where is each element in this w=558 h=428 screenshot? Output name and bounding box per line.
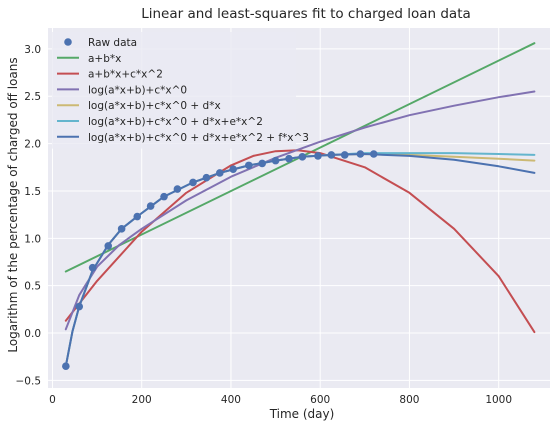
raw-data-point bbox=[189, 178, 197, 187]
y-tick-label: 0.0 bbox=[24, 328, 41, 340]
x-tick-label: 400 bbox=[221, 394, 241, 406]
x-tick-label: 800 bbox=[399, 394, 419, 406]
legend-entry: Raw data bbox=[88, 37, 137, 49]
raw-data-point bbox=[202, 173, 211, 182]
raw-data-point bbox=[62, 362, 70, 371]
x-tick-label: 600 bbox=[310, 394, 330, 406]
raw-data-point bbox=[340, 151, 349, 159]
raw-data-point bbox=[245, 161, 253, 170]
legend-box bbox=[52, 32, 296, 149]
raw-data-point bbox=[271, 156, 280, 165]
x-tick-label: 1000 bbox=[485, 394, 512, 406]
raw-data-point bbox=[173, 185, 182, 193]
x-tick-label: 0 bbox=[49, 394, 56, 406]
y-tick-label: 1.5 bbox=[24, 186, 41, 198]
raw-data-point bbox=[298, 153, 307, 161]
raw-data-point bbox=[133, 212, 142, 221]
raw-data-point bbox=[117, 225, 126, 233]
legend-entry: log(a*x+b)+c*x^0 + d*x+e*x^2 + f*x^3 bbox=[88, 132, 309, 144]
raw-data-point bbox=[356, 150, 365, 158]
raw-data-point bbox=[215, 169, 224, 177]
legend-entry: a+b*x+c*x^2 bbox=[88, 69, 163, 81]
raw-data-point bbox=[229, 165, 237, 173]
legend-entry: log(a*x+b)+c*x^0 bbox=[88, 84, 187, 96]
raw-data-point bbox=[327, 151, 336, 159]
series-layer bbox=[62, 42, 536, 371]
raw-data-point bbox=[75, 302, 84, 311]
legend-entry: log(a*x+b)+c*x^0 + d*x bbox=[88, 100, 221, 112]
x-axis-label: Time (day) bbox=[269, 407, 335, 421]
raw-data-point bbox=[88, 263, 97, 272]
y-tick-label: 1.0 bbox=[24, 233, 41, 245]
y-tick-label: 3.0 bbox=[24, 44, 41, 56]
chart-title: Linear and least-squares fit to charged … bbox=[141, 6, 471, 22]
raw-data-point bbox=[285, 154, 293, 163]
raw-data-point bbox=[146, 202, 155, 210]
raw-data-point bbox=[258, 159, 266, 168]
y-tick-label: 0.5 bbox=[24, 281, 41, 293]
raw-data-point bbox=[104, 242, 113, 250]
raw-data-point bbox=[314, 152, 322, 160]
raw-data-point bbox=[369, 150, 378, 158]
tick-labels: 0 200 400 600 800 1000 −0.5 0.0 0.5 1.0 1.5 2.0 2.5 3… bbox=[16, 44, 513, 406]
y-axis-label: Logarithm of the percentage of charged o… bbox=[6, 57, 20, 352]
legend-entry: log(a*x+b)+c*x^0 + d*x+e*x^2 bbox=[88, 116, 263, 128]
legend-marker bbox=[64, 38, 72, 46]
y-tick-label: 2.5 bbox=[24, 91, 41, 103]
legend-entry: a+b*x bbox=[88, 53, 121, 65]
series-line-3 bbox=[64, 90, 536, 331]
x-tick-label: 200 bbox=[132, 394, 152, 406]
legend: Raw data a+b*x a+b*x+c*x^2 log(a*x+b)+c*x^0… bbox=[52, 32, 309, 149]
y-tick-label: −0.5 bbox=[16, 375, 42, 387]
y-tick-label: 2.0 bbox=[24, 139, 41, 151]
raw-data-point bbox=[160, 192, 168, 201]
